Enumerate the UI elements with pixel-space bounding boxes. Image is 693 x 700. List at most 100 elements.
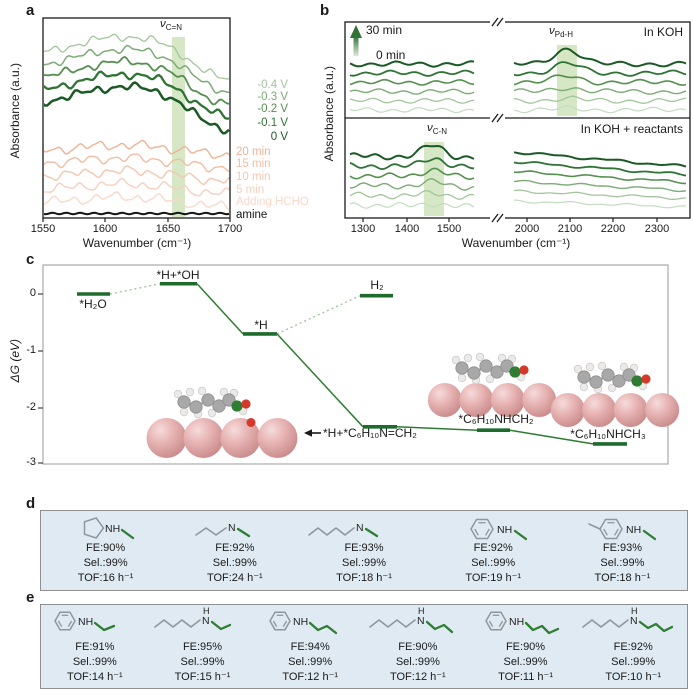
turnover-frequency: TOF:19 h⁻¹: [465, 572, 522, 584]
molecule-structure: NH: [269, 611, 338, 635]
panel-a-letter: a: [26, 2, 35, 19]
molecule-structure: NH: [484, 611, 559, 635]
svg-text:H: H: [631, 607, 638, 616]
level-label-h2: H₂: [370, 278, 384, 292]
series-label: 15 min: [236, 158, 271, 170]
panel-c-ytick: -3: [26, 456, 36, 468]
series-label: 10 min: [236, 171, 271, 183]
panel-a-x-axis-label: Wavenumber (cm⁻¹): [82, 236, 192, 250]
faradaic-efficiency: FE:92%: [215, 542, 255, 554]
panel-c-ytick: -2: [26, 401, 36, 413]
turnover-frequency: TOF:24 h⁻¹: [206, 572, 263, 584]
faradaic-efficiency: FE:92%: [473, 542, 513, 554]
turnover-frequency: TOF:12 h⁻¹: [282, 671, 339, 683]
panel-c-ytick: 0: [29, 287, 36, 299]
svg-text:NH: NH: [626, 524, 641, 536]
series-label: 5 min: [236, 184, 265, 196]
selectivity: Sel.:99%: [180, 656, 225, 668]
result-item: NH FE:90% Sel.:99% TOF:16 h⁻¹: [41, 511, 170, 590]
panel-b-x-axis-label: Wavenumber (cm⁻¹): [461, 236, 571, 250]
faradaic-efficiency: FE:90%: [398, 641, 438, 653]
svg-text:N: N: [202, 615, 210, 627]
panel-a-xtick: 1650: [155, 223, 181, 235]
panel-b-xtick: 1400: [394, 223, 420, 235]
molecule-structure: NH: [153, 607, 231, 631]
series-label: Adding HCHO: [236, 196, 309, 208]
molecule-structure: N: [194, 522, 250, 538]
turnover-frequency: TOF:10 h⁻¹: [605, 671, 662, 683]
turnover-frequency: TOF:18 h⁻¹: [594, 572, 651, 584]
turnover-frequency: TOF:15 h⁻¹: [174, 671, 231, 683]
result-item: NH FE:93% Sel.:99% TOF:18 h⁻¹: [558, 511, 687, 590]
molecule-structure: NH: [582, 607, 674, 633]
panel-b-xtick: 1500: [436, 223, 462, 235]
faradaic-efficiency: FE:90%: [505, 641, 546, 653]
selectivity: Sel.:99%: [83, 557, 128, 569]
panel-b-y-axis-label: Absorbance (a.u.): [322, 66, 336, 162]
turnover-frequency: TOF:11 h⁻¹: [498, 671, 553, 683]
level-label-imine: *H+*C₆H₁₀N=CH₂: [323, 426, 417, 440]
level-label-h2o: *H₂O: [79, 297, 107, 311]
svg-text:NH: NH: [293, 616, 308, 628]
series-label: -0.2 V: [257, 103, 288, 115]
condition-label-koh: In KOH: [643, 25, 683, 39]
series-label: -0.4 V: [257, 79, 288, 91]
panel-d-letter: d: [26, 495, 36, 512]
arrow-bottom-label: 0 min: [376, 48, 406, 62]
panel-b-letter: b: [320, 2, 330, 19]
svg-text:NH: NH: [78, 616, 93, 628]
faradaic-efficiency: FE:93%: [344, 542, 384, 554]
svg-text:NH: NH: [497, 524, 512, 536]
series-label: 0 V: [270, 131, 288, 143]
result-item: NH FE:90% Sel.:99% TOF:11 h⁻¹: [472, 605, 580, 688]
svg-text:NH: NH: [509, 616, 524, 628]
svg-text:N: N: [228, 522, 236, 534]
faradaic-efficiency: FE:90%: [86, 542, 126, 554]
svg-text:H: H: [418, 607, 425, 616]
series-label: 20 min: [236, 146, 271, 158]
svg-text:H: H: [203, 607, 210, 616]
selectivity: Sel.:99%: [288, 656, 333, 668]
panel-c-letter: c: [26, 251, 35, 268]
band-label-c-double-n: νC=N: [160, 18, 182, 32]
selectivity: Sel.:99%: [471, 557, 516, 569]
molecule-structure: NH: [588, 518, 657, 541]
panel-c-ytick: -1: [26, 344, 36, 356]
faradaic-efficiency: FE:95%: [182, 641, 223, 653]
panel-d-results-box: NH FE:90% Sel.:99% TOF:16 h⁻¹ N FE:92% S…: [40, 510, 688, 591]
series-label: -0.1 V: [257, 117, 288, 129]
selectivity: Sel.:99%: [212, 557, 257, 569]
turnover-frequency: TOF:12 h⁻¹: [389, 671, 446, 683]
panel-a-xtick: 1600: [92, 223, 118, 235]
faradaic-efficiency: FE:93%: [602, 542, 642, 554]
panel-e-letter: e: [26, 589, 35, 606]
panel-b-xtick: 2100: [557, 223, 583, 235]
panel-b-xtick: 2000: [514, 223, 540, 235]
band-label-pd-h: νPd-H: [549, 25, 573, 39]
selectivity: Sel.:99%: [503, 656, 548, 668]
level-label-h: *H: [254, 318, 268, 332]
level-label-nhch2: *C₆H₁₀NHCH₂: [458, 412, 534, 426]
selectivity: Sel.:99%: [600, 557, 645, 569]
molecule-structure: N: [308, 522, 379, 538]
band-label-c-n: νC-N: [427, 122, 447, 136]
molecule-structure: NH: [470, 518, 528, 541]
panel-a-xtick: 1550: [30, 223, 56, 235]
panel-a-xtick: 1700: [217, 223, 243, 235]
faradaic-efficiency: FE:92%: [613, 641, 653, 653]
result-item: N FE:93% Sel.:99% TOF:18 h⁻¹: [299, 511, 428, 590]
level-label-h-oh: *H+*OH: [156, 268, 200, 282]
turnover-frequency: TOF:14 h⁻¹: [66, 671, 123, 683]
panel-b-xtick: 2200: [600, 223, 626, 235]
result-item: N FE:92% Sel.:99% TOF:24 h⁻¹: [170, 511, 299, 590]
level-label-nhch3: *C₆H₁₀NHCH₃: [570, 427, 646, 441]
molecule-structure: NH: [83, 517, 134, 540]
selectivity: Sel.:99%: [395, 656, 440, 668]
molecule-structure: NH: [53, 611, 115, 632]
molecule-structure: NH: [369, 607, 453, 634]
selectivity: Sel.:99%: [611, 656, 656, 668]
